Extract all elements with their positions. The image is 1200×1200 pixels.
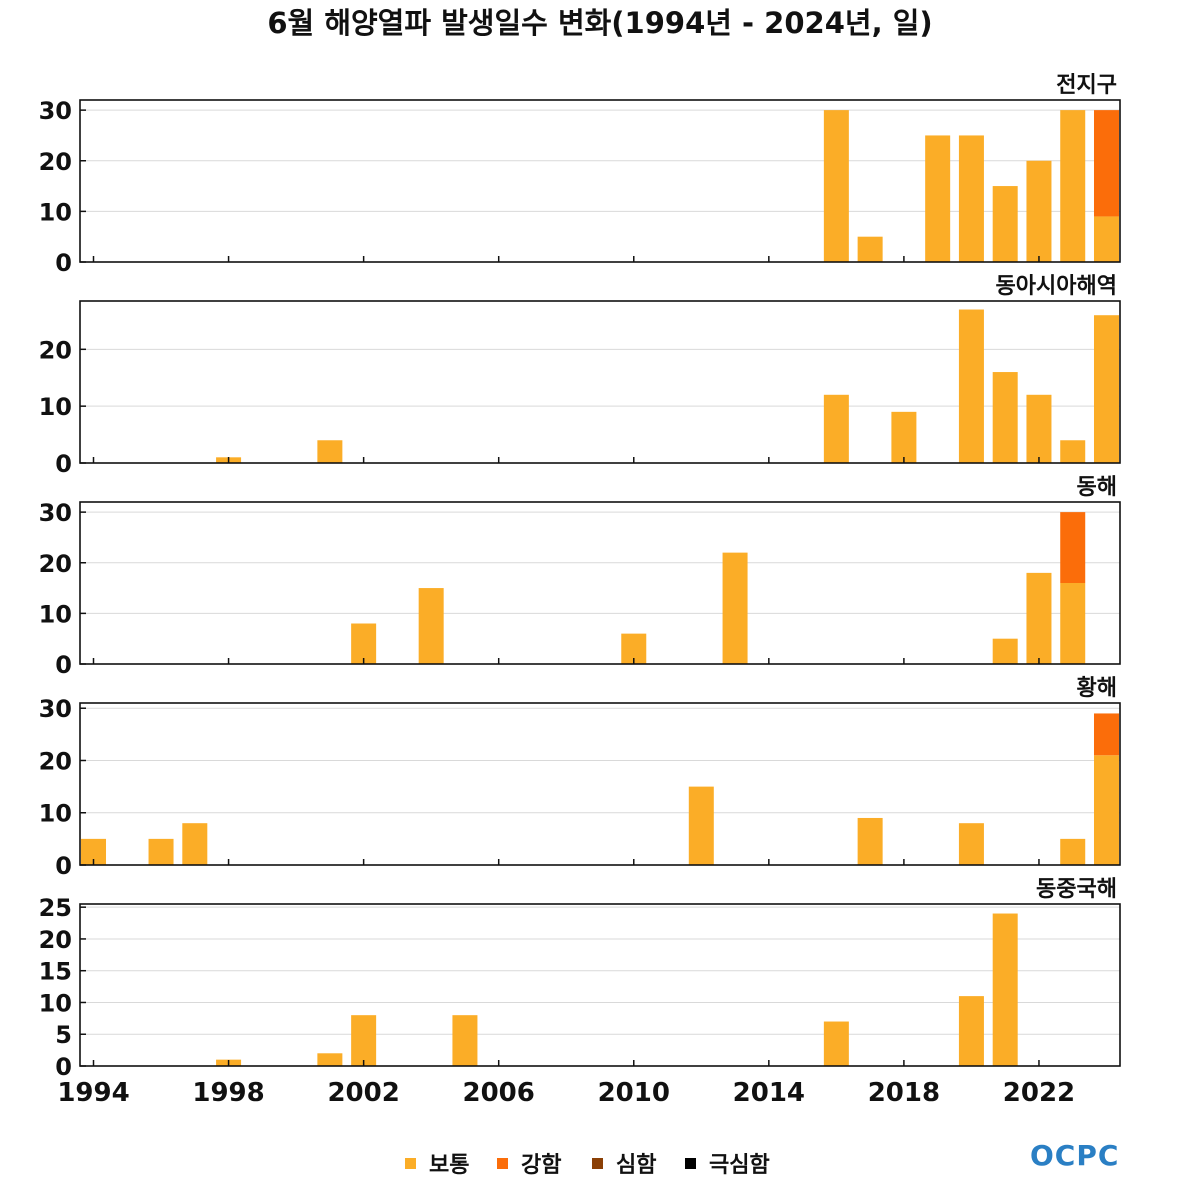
bar-2019-보통 (925, 135, 951, 262)
bar-2020-보통 (958, 996, 984, 1066)
y-tick-label: 30 (39, 695, 72, 723)
panel-label: 동아시아해역 (996, 274, 1117, 299)
bar-2024-강함 (1093, 110, 1119, 217)
legend-swatch-강함 (497, 1158, 508, 1169)
chart-title: 6월 해양열파 발생일수 변화(1994년 - 2024년, 일) (267, 6, 932, 40)
y-tick-label: 20 (39, 747, 72, 775)
bar-2001-보통 (317, 440, 343, 463)
bar-2016-보통 (823, 394, 849, 463)
legend-swatch-극심함 (685, 1158, 696, 1169)
bar-2020-보통 (958, 823, 984, 865)
bar-2004-보통 (418, 588, 444, 664)
x-tick-label: 1994 (57, 1078, 129, 1108)
y-tick-label: 30 (39, 97, 72, 125)
bar-2021-보통 (992, 638, 1018, 664)
panel-label: 황해 (1077, 676, 1117, 701)
x-axis-ticks: 1994 1998 2002 2006 2010 2014 2018 2022 (57, 1078, 1075, 1108)
y-tick-label: 0 (55, 651, 72, 679)
y-tick-label: 25 (39, 894, 72, 922)
legend-label-극심함: 극심함 (709, 1153, 770, 1178)
y-tick-label: 10 (39, 989, 72, 1017)
y-tick-label: 20 (39, 336, 72, 364)
y-tick-label: 5 (55, 1021, 72, 1049)
bar-2005-보통 (452, 1015, 478, 1066)
y-tick-label: 10 (39, 800, 72, 828)
bar-2020-보통 (958, 309, 984, 463)
panel-3: 0 10 20 30 황해 (39, 676, 1121, 880)
bar-2016-보통 (823, 1021, 849, 1066)
x-tick-label: 2022 (1003, 1078, 1075, 1108)
bar-2002-보통 (351, 623, 377, 664)
bar-2001-보통 (317, 1053, 343, 1066)
x-tick-label: 2014 (733, 1078, 805, 1108)
bar-2023-보통 (1060, 110, 1086, 262)
bar-2017-보통 (857, 817, 883, 865)
bar-2024-보통 (1093, 755, 1119, 865)
y-tick-label: 30 (39, 499, 72, 527)
panel-frame (79, 903, 1121, 1067)
panel-4: 0 5 10 15 20 25 동중국해 (39, 877, 1121, 1081)
panel-frame (79, 300, 1121, 464)
y-tick-label: 20 (39, 926, 72, 954)
bar-2013-보통 (722, 552, 748, 664)
y-tick-label: 0 (55, 249, 72, 277)
legend-label-보통: 보통 (429, 1153, 469, 1178)
x-tick-label: 2006 (463, 1078, 535, 1108)
bar-1997-보통 (182, 823, 208, 865)
x-tick-label: 2010 (598, 1078, 670, 1108)
logo-text: OCPC (1030, 1139, 1119, 1172)
legend-label-심함: 심함 (616, 1153, 656, 1178)
bar-2022-보통 (1026, 394, 1052, 463)
legend-label-강함: 강함 (521, 1153, 561, 1178)
bar-2022-보통 (1026, 160, 1052, 262)
y-tick-label: 0 (55, 450, 72, 478)
legend-swatch-보통 (405, 1158, 416, 1169)
bar-2016-보통 (823, 110, 849, 262)
bar-2021-보통 (992, 372, 1018, 463)
bar-2012-보통 (688, 786, 714, 865)
panel-label: 동해 (1077, 475, 1117, 500)
y-tick-label: 0 (55, 852, 72, 880)
panels: 0102030전지구01020동아시아해역0102030동해0102030황해0… (39, 73, 1121, 1081)
x-tick-label: 2018 (868, 1078, 940, 1108)
y-tick-label: 10 (39, 600, 72, 628)
bar-2023-보통 (1060, 440, 1086, 463)
x-tick-label: 2002 (327, 1078, 399, 1108)
bar-2023-보통 (1060, 583, 1086, 664)
panel-frame (79, 99, 1121, 263)
bar-2024-보통 (1093, 216, 1119, 262)
panel-1: 0 10 20 동아시아해역 (39, 274, 1121, 478)
bar-1996-보통 (148, 838, 174, 865)
bar-2020-보통 (958, 135, 984, 262)
panel-label: 동중국해 (1036, 877, 1117, 902)
x-tick-label: 1998 (192, 1078, 264, 1108)
panel-frame (79, 501, 1121, 665)
bar-2022-보통 (1026, 572, 1052, 664)
y-tick-label: 15 (39, 958, 72, 986)
legend: 보통 강함 심함 극심함 (405, 1153, 770, 1178)
bar-2017-보통 (857, 236, 883, 262)
ocpc-logo: OCPC (1030, 1139, 1119, 1172)
panel-0: 0 10 20 30 전지구 (39, 73, 1121, 277)
y-tick-label: 20 (39, 550, 72, 578)
bar-2002-보통 (351, 1015, 377, 1066)
bar-2024-보통 (1093, 315, 1119, 463)
panel-label: 전지구 (1056, 73, 1117, 98)
bar-2018-보통 (891, 411, 917, 463)
bar-2021-보통 (992, 186, 1018, 262)
y-tick-label: 0 (55, 1053, 72, 1081)
y-tick-label: 10 (39, 393, 72, 421)
bar-2023-보통 (1060, 838, 1086, 865)
bar-2023-강함 (1060, 512, 1086, 583)
panel-frame (79, 702, 1121, 866)
y-tick-label: 10 (39, 198, 72, 226)
bar-2024-강함 (1093, 713, 1119, 756)
legend-swatch-심함 (592, 1158, 603, 1169)
panel-2: 0 10 20 30 동해 (39, 475, 1121, 679)
bar-2021-보통 (992, 913, 1018, 1066)
y-tick-label: 20 (39, 148, 72, 176)
